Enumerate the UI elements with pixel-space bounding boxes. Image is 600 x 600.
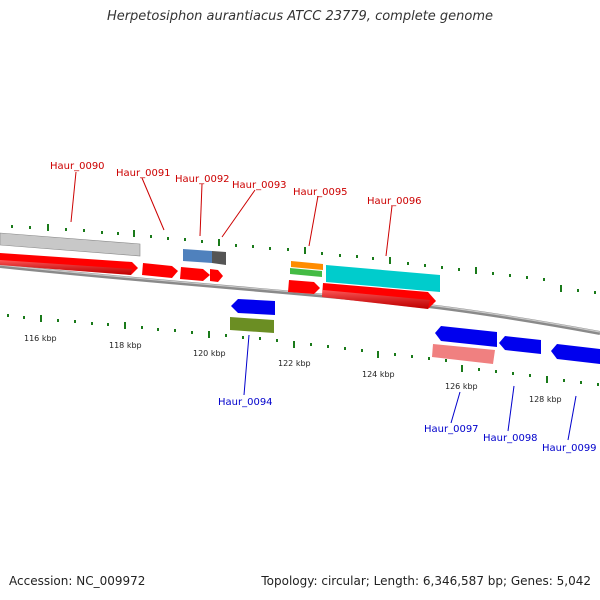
gene-arrow-haur-0094[interactable] (231, 299, 275, 315)
gene-arrow-haur-0098[interactable] (499, 336, 541, 354)
gene-feature-dark[interactable] (212, 251, 226, 265)
gene-label-haur-0094[interactable]: Haur_0094 (218, 397, 273, 408)
leader-line (70, 171, 77, 223)
gene-feature-olive[interactable] (230, 317, 274, 333)
tick-label: 126 kbp (445, 382, 478, 391)
gene-label-haur-0096[interactable]: Haur_0096 (367, 196, 422, 207)
leader-line (385, 205, 393, 257)
gene-feature-orange[interactable] (291, 261, 323, 270)
gene-feature-steel[interactable] (183, 249, 212, 263)
forward-label-leaders (70, 171, 393, 257)
leader-line (141, 177, 165, 231)
leader-line (221, 189, 256, 238)
gene-feature-green[interactable] (290, 268, 322, 277)
gene-arrow-haur-0093[interactable] (210, 269, 223, 282)
gene-label-haur-0090[interactable]: Haur_0090 (50, 161, 105, 172)
gene-feature-grey[interactable] (0, 232, 141, 257)
gene-label-haur-0091[interactable]: Haur_0091 (116, 168, 171, 179)
forward-red-arrows (0, 253, 436, 309)
gene-arrow-haur-0099[interactable] (551, 344, 600, 364)
arrow-shade (0, 260, 132, 275)
gene-label-haur-0098[interactable]: Haur_0098 (483, 433, 538, 444)
leader-line (567, 395, 577, 441)
gene-feature-pink[interactable] (432, 344, 495, 364)
reverse-label-leaders (243, 334, 577, 441)
tick-label: 116 kbp (24, 334, 57, 343)
tick-label: 124 kbp (362, 370, 395, 379)
tick-label: 122 kbp (278, 359, 311, 368)
genome-title: Herpetosiphon aurantiacus ATCC 23779, co… (106, 9, 494, 24)
gene-label-haur-0099[interactable]: Haur_0099 (542, 443, 597, 454)
gene-label-haur-0092[interactable]: Haur_0092 (175, 174, 230, 185)
scale-tick-row (7, 314, 599, 386)
gene-arrow-haur-0097[interactable] (435, 326, 497, 347)
leader-line (243, 334, 250, 396)
gene-feature-cyan[interactable] (326, 265, 440, 292)
leader-line (507, 385, 515, 432)
reverse-features (230, 299, 600, 364)
leader-line (450, 391, 461, 424)
gene-arrow-haur-0095[interactable] (288, 280, 320, 294)
leader-line (199, 183, 203, 237)
arrow-shade (322, 290, 430, 309)
gene-label-haur-0095[interactable]: Haur_0095 (293, 187, 348, 198)
tick-label: 118 kbp (109, 341, 142, 350)
accession-text: Accession: NC_009972 (9, 574, 146, 588)
gene-arrow-haur-0092[interactable] (180, 267, 210, 281)
tick-label: 120 kbp (193, 349, 226, 358)
tick-label: 128 kbp (529, 395, 562, 404)
leader-line (308, 195, 319, 247)
gene-arrow-haur-0091[interactable] (142, 263, 178, 278)
forward-features (0, 232, 440, 292)
gene-label-haur-0093[interactable]: Haur_0093 (232, 180, 287, 191)
forward-tick-row (11, 224, 596, 294)
gene-label-haur-0097[interactable]: Haur_0097 (424, 424, 479, 435)
genome-summary-text: Topology: circular; Length: 6,346,587 bp… (261, 574, 591, 588)
